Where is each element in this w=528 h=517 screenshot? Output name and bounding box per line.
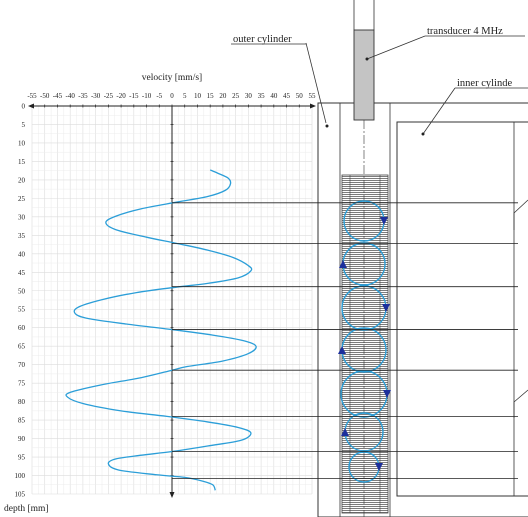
- y-tick-label: 40: [18, 250, 26, 258]
- inner-cylinder-dot: [421, 132, 425, 136]
- x-tick-label: -40: [66, 92, 76, 100]
- x-tick-label: -10: [142, 92, 152, 100]
- ripple-column: [341, 174, 389, 514]
- x-tick-label: 5: [183, 92, 187, 100]
- y-tick-label: 70: [18, 361, 26, 369]
- vortex-direction-arrow: [375, 463, 383, 471]
- y-tick-label: 80: [18, 398, 26, 406]
- x-tick-label: 30: [245, 92, 253, 100]
- x-tick-label: -35: [78, 92, 88, 100]
- vortex-direction-arrow: [380, 217, 388, 225]
- vortex-direction-arrow: [338, 346, 346, 354]
- cylinder-apparatus: outer cylinder transducer 4 MHz inner cy…: [231, 0, 528, 517]
- y-tick-label: 100: [15, 472, 26, 480]
- y-axis-label: depth [mm]: [4, 504, 49, 514]
- vortex-direction-arrow: [339, 260, 347, 268]
- x-tick-label: -30: [91, 92, 101, 100]
- x-axis: -55 -50 -45 -40 -35 -30 -25 -20 -15 -10 -5 0 5 10 15 20…: [27, 92, 316, 109]
- y-tick-label: 45: [18, 269, 26, 277]
- x-tick-label: 40: [270, 92, 278, 100]
- transducer-label: transducer 4 MHz: [427, 26, 503, 37]
- x-axis-arrow-left: [28, 103, 34, 109]
- velocity-profile-line: [65, 169, 257, 491]
- x-tick-label: 35: [258, 92, 266, 100]
- velocity-profile-chart: -55 -50 -45 -40 -35 -30 -25 -20 -15 -10 -5 0 5 10 15 20…: [4, 73, 316, 514]
- x-tick-label: 45: [283, 92, 291, 100]
- y-tick-label: 5: [22, 121, 26, 129]
- x-tick-label: -25: [104, 92, 114, 100]
- outer-cylinder-dot: [325, 124, 329, 128]
- y-tick-label: 90: [18, 435, 26, 443]
- x-tick-label: 15: [207, 92, 215, 100]
- y-tick-label: 10: [18, 139, 26, 147]
- y-tick-label: 55: [18, 306, 26, 314]
- y-tick-label: 20: [18, 176, 26, 184]
- vortex-direction-arrow: [382, 304, 390, 312]
- transducer-leader: [366, 35, 426, 60]
- x-tick-label: 50: [296, 92, 304, 100]
- vortex-layer: [338, 200, 391, 483]
- outer-cylinder-label: outer cylinder: [233, 34, 292, 45]
- transducer-dot: [365, 57, 369, 61]
- y-tick-label: 75: [18, 380, 26, 388]
- y-tick-label: 50: [18, 287, 26, 295]
- y-tick-label: 30: [18, 213, 26, 221]
- inner-cylinder-label: inner cylinde: [457, 78, 512, 89]
- y-tick-label: 105: [15, 491, 26, 499]
- x-axis-label: velocity [mm/s]: [142, 73, 202, 83]
- outer-cylinder-leader: [305, 42, 327, 124]
- x-axis-arrow-right: [310, 103, 316, 109]
- y-tick-label: 60: [18, 324, 26, 332]
- chart-series: [65, 169, 257, 491]
- x-tick-label: 55: [309, 92, 317, 100]
- y-tick-label: 0: [22, 103, 26, 111]
- y-tick-label: 85: [18, 417, 26, 425]
- x-tick-label: -20: [116, 92, 126, 100]
- x-tick-label: 25: [232, 92, 240, 100]
- x-tick-label: -50: [40, 92, 50, 100]
- y-tick-label: 65: [18, 343, 26, 351]
- y-tick-label: 15: [18, 158, 26, 166]
- y-axis-arrow: [169, 492, 175, 498]
- inner-cylinder: [396, 121, 528, 497]
- x-tick-label: 20: [219, 92, 227, 100]
- inner-cylinder-notch-bottom: [513, 389, 528, 418]
- x-tick-label: -55: [27, 92, 37, 100]
- inner-cylinder-leader: [422, 87, 456, 135]
- x-tick-label: 0: [170, 92, 174, 100]
- x-tick-label: -15: [129, 92, 139, 100]
- x-tick-label: 10: [194, 92, 202, 100]
- y-tick-label: 95: [18, 454, 26, 462]
- inner-cylinder-notch-top: [513, 199, 528, 230]
- node-crossing-lines: [172, 202, 518, 479]
- y-tick-label: 35: [18, 232, 26, 240]
- y-tick-label: 25: [18, 195, 26, 203]
- x-tick-label: -45: [53, 92, 63, 100]
- y-axis: 0 5 10 15 20 25 30 35 40 45 50 55 60 65 70 75 80 85 90 95 10…: [15, 103, 175, 499]
- vortex-direction-arrow: [341, 428, 349, 436]
- transducer-probe: [353, 29, 375, 121]
- x-tick-label: -5: [156, 92, 162, 100]
- vortex-direction-arrow: [383, 390, 391, 398]
